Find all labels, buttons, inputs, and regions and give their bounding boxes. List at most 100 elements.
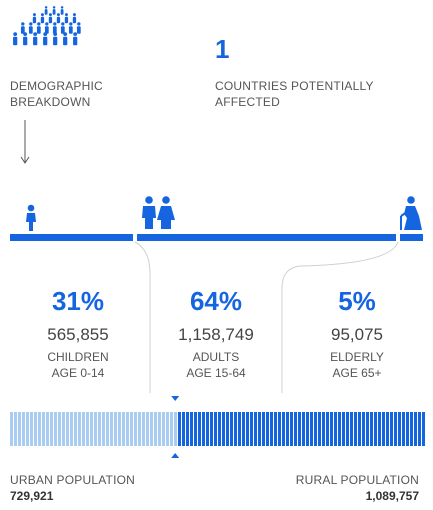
rural-stripe <box>322 412 325 446</box>
urban-stripe <box>158 412 161 446</box>
child-icon <box>26 204 36 231</box>
rural-stripe <box>286 412 289 446</box>
rural-stripe <box>378 412 381 446</box>
age-bar <box>10 234 423 241</box>
split-marker-bottom <box>171 453 180 458</box>
rural-stripe <box>318 412 321 446</box>
urban-stripe <box>70 412 73 446</box>
rural-stripe <box>342 412 345 446</box>
rural-stripe <box>234 412 237 446</box>
elderly-label: ELDERLY <box>330 350 384 364</box>
rural-population-value: 1,089,757 <box>365 489 419 503</box>
urban-stripe <box>66 412 69 446</box>
rural-stripe <box>314 412 317 446</box>
urban-stripe <box>14 412 17 446</box>
rural-stripe <box>194 412 197 446</box>
rural-stripe <box>246 412 249 446</box>
urban-stripe <box>38 412 41 446</box>
rural-stripe <box>202 412 205 446</box>
urban-stripe <box>150 412 153 446</box>
rural-stripe <box>278 412 281 446</box>
urban-stripe <box>102 412 105 446</box>
rural-stripe <box>382 412 385 446</box>
elderly-percent: 5% <box>338 286 376 316</box>
rural-stripe <box>214 412 217 446</box>
split-marker-top <box>171 396 180 401</box>
rural-stripe <box>218 412 221 446</box>
urban-stripe <box>62 412 65 446</box>
rural-stripe <box>242 412 245 446</box>
countries-affected-label: COUNTRIES POTENTIALLY AFFECTED <box>215 79 374 109</box>
rural-stripe <box>362 412 365 446</box>
rural-stripe <box>262 412 265 446</box>
urban-stripe <box>58 412 61 446</box>
age-divider-2 <box>396 233 400 242</box>
urban-stripe <box>146 412 149 446</box>
rural-stripe <box>230 412 233 446</box>
urban-stripe <box>162 412 165 446</box>
rural-stripe <box>358 412 361 446</box>
rural-stripe <box>238 412 241 446</box>
rural-stripe <box>366 412 369 446</box>
urban-population-value: 729,921 <box>10 489 54 503</box>
urban-stripe <box>78 412 81 446</box>
urban-stripe <box>94 412 97 446</box>
connector-left <box>134 241 151 393</box>
urban-stripe <box>110 412 113 446</box>
rural-stripe <box>298 412 301 446</box>
rural-stripe <box>410 412 413 446</box>
rural-stripe <box>290 412 293 446</box>
urban-population-label: URBAN POPULATION <box>10 473 135 487</box>
children-label: CHILDREN <box>47 350 109 364</box>
urban-stripe <box>122 412 125 446</box>
rural-stripe <box>326 412 329 446</box>
demographic-breakdown-label: DEMOGRAPHIC BREAKDOWN <box>10 79 103 109</box>
urban-stripe <box>134 412 137 446</box>
children-age: AGE 0-14 <box>51 366 105 380</box>
elderly-count: 95,075 <box>331 325 383 344</box>
urban-stripe <box>170 412 173 446</box>
connector-right <box>281 241 399 393</box>
rural-stripe <box>258 412 261 446</box>
rural-stripe <box>206 412 209 446</box>
rural-stripe <box>346 412 349 446</box>
urban-stripe <box>166 412 169 446</box>
rural-stripe <box>386 412 389 446</box>
rural-stripe <box>330 412 333 446</box>
rural-stripe <box>390 412 393 446</box>
children-count: 565,855 <box>47 325 109 344</box>
urban-stripe <box>26 412 29 446</box>
urban-stripe <box>42 412 45 446</box>
rural-stripe <box>370 412 373 446</box>
group-elderly: 5% 95,075 ELDERLY AGE 65+ <box>302 286 412 381</box>
adults-percent: 64% <box>189 286 243 316</box>
urban-stripe <box>154 412 157 446</box>
urban-stripe <box>130 412 133 446</box>
rural-stripe <box>266 412 269 446</box>
urban-stripe <box>54 412 57 446</box>
elderly-icon <box>400 196 422 230</box>
urban-rural-bar <box>10 396 425 458</box>
urban-stripe <box>98 412 101 446</box>
rural-stripe <box>338 412 341 446</box>
urban-stripe <box>114 412 117 446</box>
adults-icon <box>142 196 175 229</box>
rural-stripe <box>254 412 257 446</box>
rural-stripe <box>334 412 337 446</box>
rural-stripe <box>394 412 397 446</box>
rural-stripe <box>354 412 357 446</box>
children-percent: 31% <box>51 286 105 316</box>
group-children: 31% 565,855 CHILDREN AGE 0-14 <box>23 286 133 381</box>
rural-stripe <box>210 412 213 446</box>
rural-stripe <box>282 412 285 446</box>
urban-stripe <box>50 412 53 446</box>
urban-stripe <box>34 412 37 446</box>
rural-stripe <box>198 412 201 446</box>
rural-stripe <box>270 412 273 446</box>
urban-stripe <box>174 412 177 446</box>
rural-stripe <box>414 412 417 446</box>
urban-stripe <box>142 412 145 446</box>
urban-stripe <box>106 412 109 446</box>
crowd-icon <box>13 6 81 46</box>
rural-stripe <box>422 412 425 446</box>
